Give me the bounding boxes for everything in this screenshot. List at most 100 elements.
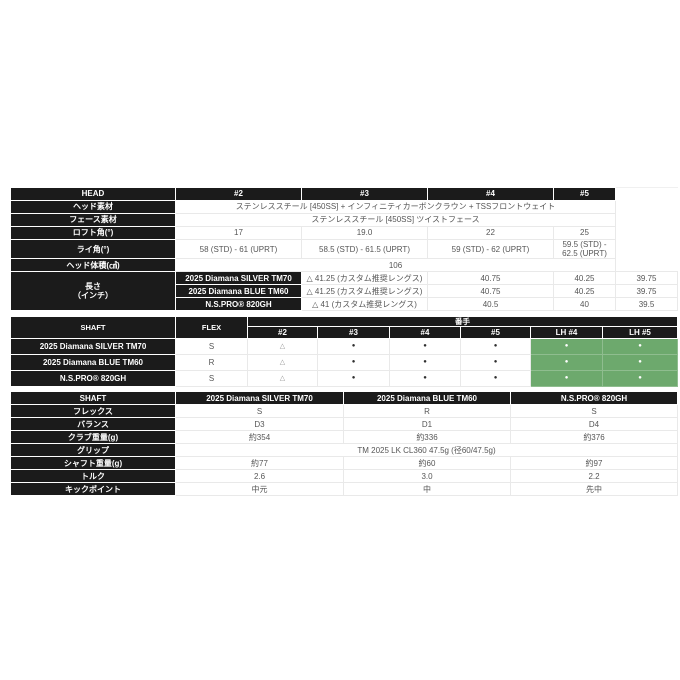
availability-row-silver: 2025 Diamana SILVER TM70 S △ ● ● ● ● ● <box>10 338 678 356</box>
availability-mark: ● <box>460 370 531 388</box>
row-header-kick-point: キックポイント <box>10 482 176 497</box>
length-value: 39.75 <box>615 271 678 286</box>
availability-mark-lh: ● <box>530 354 603 372</box>
availability-mark: △ <box>247 354 318 372</box>
length-value: 40 <box>553 297 616 312</box>
kick-point-row: キックポイント 中元 中 先中 <box>10 482 678 497</box>
club-weight-value: 約354 <box>175 430 344 445</box>
balance-value: D3 <box>175 417 344 432</box>
availability-mark-lh: ● <box>602 354 678 372</box>
availability-mark-lh: ● <box>530 338 603 356</box>
loft-value: 17 <box>175 226 302 240</box>
loft-value: 25 <box>553 226 616 240</box>
length-value: △ 41.25 (カスタム推奨レングス) <box>301 284 428 299</box>
length-value: 40.75 <box>427 271 554 286</box>
col-header-3: #3 <box>301 187 428 201</box>
length-value: 40.75 <box>427 284 554 299</box>
shaft-header-row: SHAFT 2025 Diamana SILVER TM70 2025 Diam… <box>10 391 678 406</box>
lie-value: 59.5 (STD) - 62.5 (UPRT) <box>553 238 616 260</box>
col-header-shaft-silver: 2025 Diamana SILVER TM70 <box>175 391 344 406</box>
kick-point-value: 中元 <box>175 482 344 497</box>
length-value: △ 41.25 (カスタム推奨レングス) <box>301 271 428 286</box>
flex-value: R <box>175 354 248 372</box>
availability-mark: ● <box>460 354 531 372</box>
row-header-shaft-silver: 2025 Diamana SILVER TM70 <box>10 338 176 356</box>
volume-row: ヘッド体積(㎤) 106 <box>10 258 678 273</box>
lie-value: 58.5 (STD) - 61.5 (UPRT) <box>301 238 428 260</box>
row-header-grip: グリップ <box>10 443 176 458</box>
availability-table-title: SHAFT <box>10 316 176 340</box>
row-header-material: ヘッド素材 <box>10 200 176 214</box>
row-header-torque: トルク <box>10 469 176 484</box>
lie-value: 58 (STD) - 61 (UPRT) <box>175 238 302 260</box>
availability-mark: ● <box>317 354 390 372</box>
row-header-loft: ロフト角(°) <box>10 226 176 240</box>
row-header-lie: ライ角(°) <box>10 238 176 260</box>
length-value: 40.5 <box>427 297 554 312</box>
balance-value: D4 <box>510 417 678 432</box>
flex-row: フレックス S R S <box>10 404 678 419</box>
flex-value: S <box>175 370 248 388</box>
torque-value: 2.6 <box>175 469 344 484</box>
loft-value: 22 <box>427 226 554 240</box>
shaft-table-title: SHAFT <box>10 391 176 406</box>
flex-value: R <box>343 404 511 419</box>
col-header-lh4: LH #4 <box>530 326 603 340</box>
row-header-club-weight: クラブ重量(g) <box>10 430 176 445</box>
row-header-shaft-nspro: N.S.PRO® 820GH <box>10 370 176 388</box>
row-header-shaft-weight: シャフト重量(g) <box>10 456 176 471</box>
availability-mark: ● <box>389 338 461 356</box>
col-header-shaft-nspro: N.S.PRO® 820GH <box>510 391 678 406</box>
club-number-group-header: 番手 <box>247 316 678 328</box>
shaft-spec-table: SHAFT 2025 Diamana SILVER TM70 2025 Diam… <box>10 391 678 497</box>
availability-mark: ● <box>389 370 461 388</box>
loft-row: ロフト角(°) 17 19.0 22 25 <box>10 226 678 240</box>
flex-column-header: FLEX <box>175 316 248 340</box>
availability-mark: ● <box>460 338 531 356</box>
availability-mark-lh: ● <box>602 370 678 388</box>
torque-row: トルク 2.6 3.0 2.2 <box>10 469 678 484</box>
club-weight-row: クラブ重量(g) 約354 約336 約376 <box>10 430 678 445</box>
col-header-5: #5 <box>553 187 616 201</box>
availability-mark-lh: ● <box>530 370 603 388</box>
length-value: 40.25 <box>553 271 616 286</box>
row-header-balance: バランス <box>10 417 176 432</box>
head-table-title: HEAD <box>10 187 176 201</box>
shaft-weight-value: 約97 <box>510 456 678 471</box>
balance-row: バランス D3 D1 D4 <box>10 417 678 432</box>
club-weight-value: 約336 <box>343 430 511 445</box>
grip-row: グリップ TM 2025 LK CL360 47.5g (径60/47.5g) <box>10 443 678 458</box>
row-header-shaft-blue: 2025 Diamana BLUE TM60 <box>10 354 176 372</box>
availability-table: SHAFT FLEX 番手 #2 #3 #4 #5 LH #4 LH #5 20… <box>10 316 678 388</box>
face-material-value: ステンレススチール [450SS] ツイストフェース <box>175 213 616 227</box>
availability-mark: △ <box>247 370 318 388</box>
spec-sheet: HEAD #2 #3 #4 #5 ヘッド素材 ステンレススチール [450SS]… <box>10 187 678 497</box>
lie-value: 59 (STD) - 62 (UPRT) <box>427 238 554 260</box>
face-material-row: フェース素材 ステンレススチール [450SS] ツイストフェース <box>10 213 678 227</box>
row-header-shaft-nspro: N.S.PRO® 820GH <box>175 297 302 312</box>
row-header-shaft-silver: 2025 Diamana SILVER TM70 <box>175 271 302 286</box>
flex-value: S <box>175 404 344 419</box>
availability-mark-lh: ● <box>602 338 678 356</box>
shaft-weight-row: シャフト重量(g) 約77 約60 約97 <box>10 456 678 471</box>
kick-point-value: 先中 <box>510 482 678 497</box>
lie-row: ライ角(°) 58 (STD) - 61 (UPRT) 58.5 (STD) -… <box>10 238 678 260</box>
row-header-face: フェース素材 <box>10 213 176 227</box>
shaft-weight-value: 約77 <box>175 456 344 471</box>
row-header-shaft-blue: 2025 Diamana BLUE TM60 <box>175 284 302 299</box>
head-material-value: ステンレススチール [450SS] + インフィニティカーボンクラウン + TS… <box>175 200 616 214</box>
length-value: 39.5 <box>615 297 678 312</box>
availability-columns-row: #2 #3 #4 #5 LH #4 LH #5 <box>11 326 678 340</box>
torque-value: 3.0 <box>343 469 511 484</box>
row-header-length-group: 長さ （インチ） <box>10 271 176 312</box>
flex-value: S <box>510 404 678 419</box>
balance-value: D1 <box>343 417 511 432</box>
club-weight-value: 約376 <box>510 430 678 445</box>
col-header-2: #2 <box>247 326 318 340</box>
col-header-5: #5 <box>460 326 531 340</box>
length-value: 39.75 <box>615 284 678 299</box>
torque-value: 2.2 <box>510 469 678 484</box>
grip-value: TM 2025 LK CL360 47.5g (径60/47.5g) <box>175 443 678 458</box>
col-header-2: #2 <box>175 187 302 201</box>
length-value: △ 41 (カスタム推奨レングス) <box>301 297 428 312</box>
